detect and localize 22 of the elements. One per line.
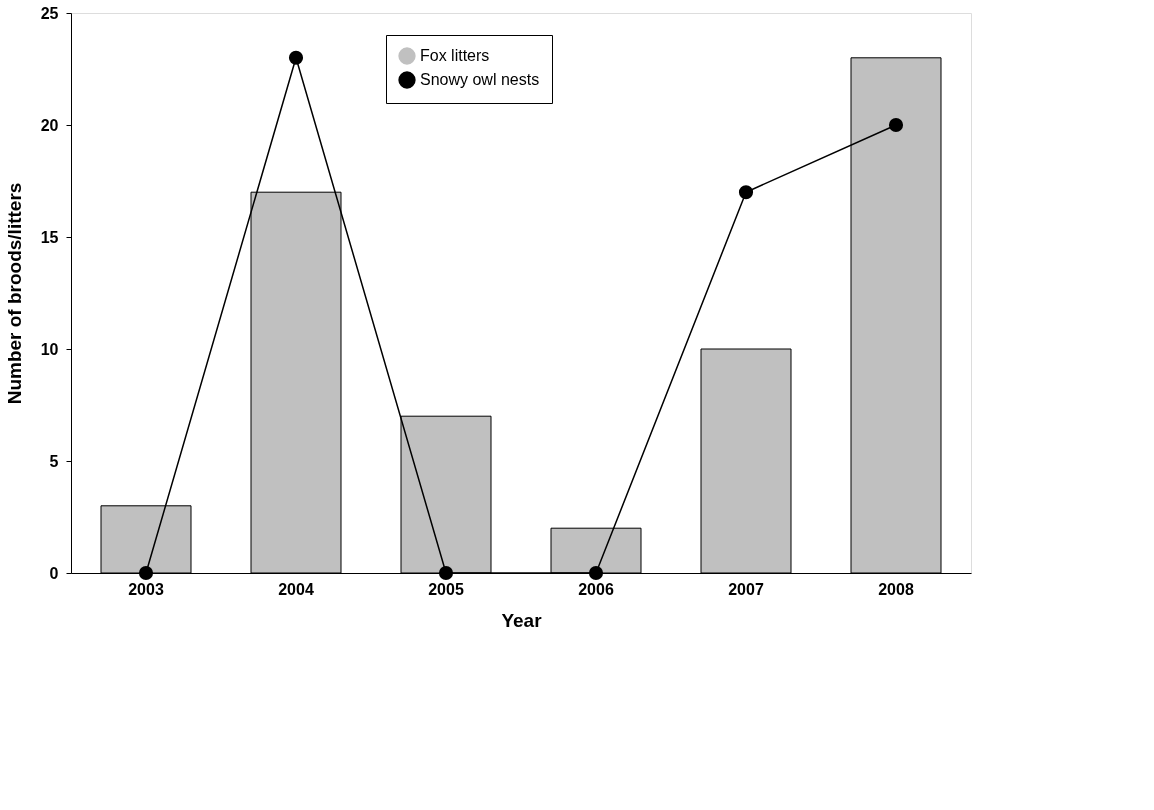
- x-tick-label: 2006: [578, 580, 614, 598]
- y-tick-label: 20: [40, 116, 59, 134]
- y-tick-label: 5: [49, 452, 59, 470]
- point: [738, 185, 754, 200]
- point: [288, 50, 304, 65]
- legend-label: Fox litters: [420, 47, 490, 64]
- y-tick-label: 15: [40, 228, 59, 246]
- point: [138, 565, 154, 581]
- x-tick-label: 2007: [728, 580, 764, 598]
- x-tick-label: 2004: [278, 580, 314, 598]
- point: [588, 565, 604, 581]
- x-tick-label: 2003: [128, 580, 164, 598]
- point: [888, 117, 904, 133]
- legend-label: Snowy owl nests: [420, 71, 540, 88]
- x-axis-title: Year: [501, 609, 543, 631]
- y-tick-label: 0: [49, 564, 59, 582]
- y-tick-label: 10: [40, 340, 59, 358]
- x-tick-label: 2005: [428, 580, 464, 598]
- point: [438, 565, 454, 581]
- y-axis-title: Number of broods/litters: [3, 182, 25, 405]
- y-tick-label: 25: [40, 4, 59, 22]
- x-tick-label: 2008: [878, 580, 914, 598]
